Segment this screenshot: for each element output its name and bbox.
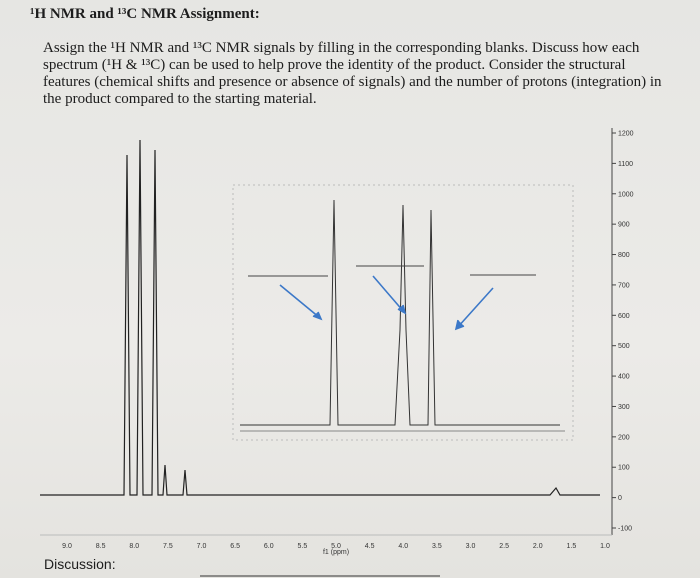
x-tick-label: 3.0 — [466, 543, 476, 550]
y-tick-label: 1100 — [618, 161, 633, 168]
spectrum-trace — [40, 139, 600, 496]
x-tick-label: 9.0 — [62, 543, 72, 550]
instructions: Assign the ¹H NMR and ¹³C NMR signals by… — [43, 40, 662, 107]
y-tick-label: -100 — [618, 526, 632, 533]
y-tick-label: 0 — [618, 495, 622, 502]
y-tick-label: 200 — [618, 434, 630, 441]
x-tick-label: 2.5 — [499, 543, 509, 550]
x-tick-label: 1.5 — [567, 543, 577, 550]
y-tick-label: 800 — [618, 252, 630, 259]
x-axis-label: f1 (ppm) — [323, 549, 349, 556]
x-tick-label: 5.0 — [331, 543, 341, 550]
x-tick-label: 4.5 — [365, 543, 375, 550]
y-tick-label: 600 — [618, 313, 630, 320]
y-tick-label: 900 — [618, 222, 630, 229]
y-tick-label: 700 — [618, 282, 630, 289]
heading: ¹H NMR and ¹³C NMR Assignment: — [30, 6, 260, 22]
x-tick-label: 6.0 — [264, 543, 274, 550]
x-tick-label: 2.0 — [533, 543, 543, 550]
x-tick-label: 6.5 — [230, 543, 240, 550]
y-tick-label: 500 — [618, 343, 630, 350]
x-tick-label: 8.5 — [96, 543, 106, 550]
x-tick-label: 7.0 — [197, 543, 207, 550]
y-tick-label: 1200 — [618, 131, 634, 138]
x-tick-label: 1.0 — [600, 543, 610, 550]
inset — [232, 184, 574, 441]
x-tick-label: 7.5 — [163, 543, 173, 550]
y-tick-label: 300 — [618, 404, 630, 411]
x-tick-label: 4.0 — [398, 543, 408, 550]
y-tick-label: 400 — [618, 374, 630, 381]
x-tick-label: 3.5 — [432, 543, 442, 550]
y-tick-label: 1000 — [618, 191, 634, 198]
x-tick-label: 5.5 — [298, 543, 308, 550]
x-tick-label: 8.0 — [129, 543, 139, 550]
y-tick-label: 100 — [618, 465, 630, 472]
discussion-label: Discussion: — [44, 556, 116, 572]
